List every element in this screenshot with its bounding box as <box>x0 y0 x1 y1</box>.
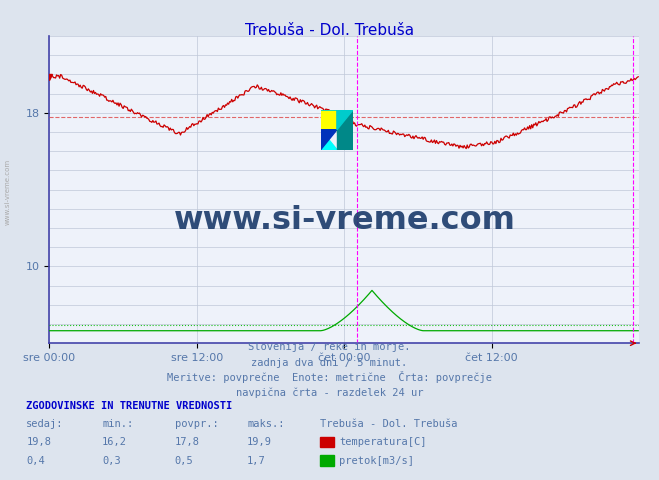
Text: 19,9: 19,9 <box>247 437 272 447</box>
Text: zadnja dva dni / 5 minut.: zadnja dva dni / 5 minut. <box>251 358 408 368</box>
Text: www.si-vreme.com: www.si-vreme.com <box>173 205 515 236</box>
Text: navpična črta - razdelek 24 ur: navpična črta - razdelek 24 ur <box>236 388 423 398</box>
Polygon shape <box>337 110 353 150</box>
Text: Trebuša - Dol. Trebuša: Trebuša - Dol. Trebuša <box>245 23 414 38</box>
Text: pretok[m3/s]: pretok[m3/s] <box>339 456 415 466</box>
Bar <box>321 110 337 130</box>
Text: sedaj:: sedaj: <box>26 419 64 429</box>
Text: 0,5: 0,5 <box>175 456 193 466</box>
Text: 17,8: 17,8 <box>175 437 200 447</box>
Text: Meritve: povprečne  Enote: metrične  Črta: povprečje: Meritve: povprečne Enote: metrične Črta:… <box>167 371 492 383</box>
Text: www.si-vreme.com: www.si-vreme.com <box>5 159 11 225</box>
Text: povpr.:: povpr.: <box>175 419 218 429</box>
Text: ZGODOVINSKE IN TRENUTNE VREDNOSTI: ZGODOVINSKE IN TRENUTNE VREDNOSTI <box>26 401 233 411</box>
Text: 19,8: 19,8 <box>26 437 51 447</box>
Text: 1,7: 1,7 <box>247 456 266 466</box>
Text: min.:: min.: <box>102 419 133 429</box>
Text: 0,4: 0,4 <box>26 456 45 466</box>
Polygon shape <box>321 110 353 130</box>
Text: 16,2: 16,2 <box>102 437 127 447</box>
Text: 0,3: 0,3 <box>102 456 121 466</box>
Text: maks.:: maks.: <box>247 419 285 429</box>
Polygon shape <box>321 130 337 150</box>
Text: temperatura[C]: temperatura[C] <box>339 437 427 447</box>
Polygon shape <box>321 130 337 150</box>
Text: Trebuša - Dol. Trebuša: Trebuša - Dol. Trebuša <box>320 419 457 429</box>
Text: Slovenija / reke in morje.: Slovenija / reke in morje. <box>248 342 411 352</box>
